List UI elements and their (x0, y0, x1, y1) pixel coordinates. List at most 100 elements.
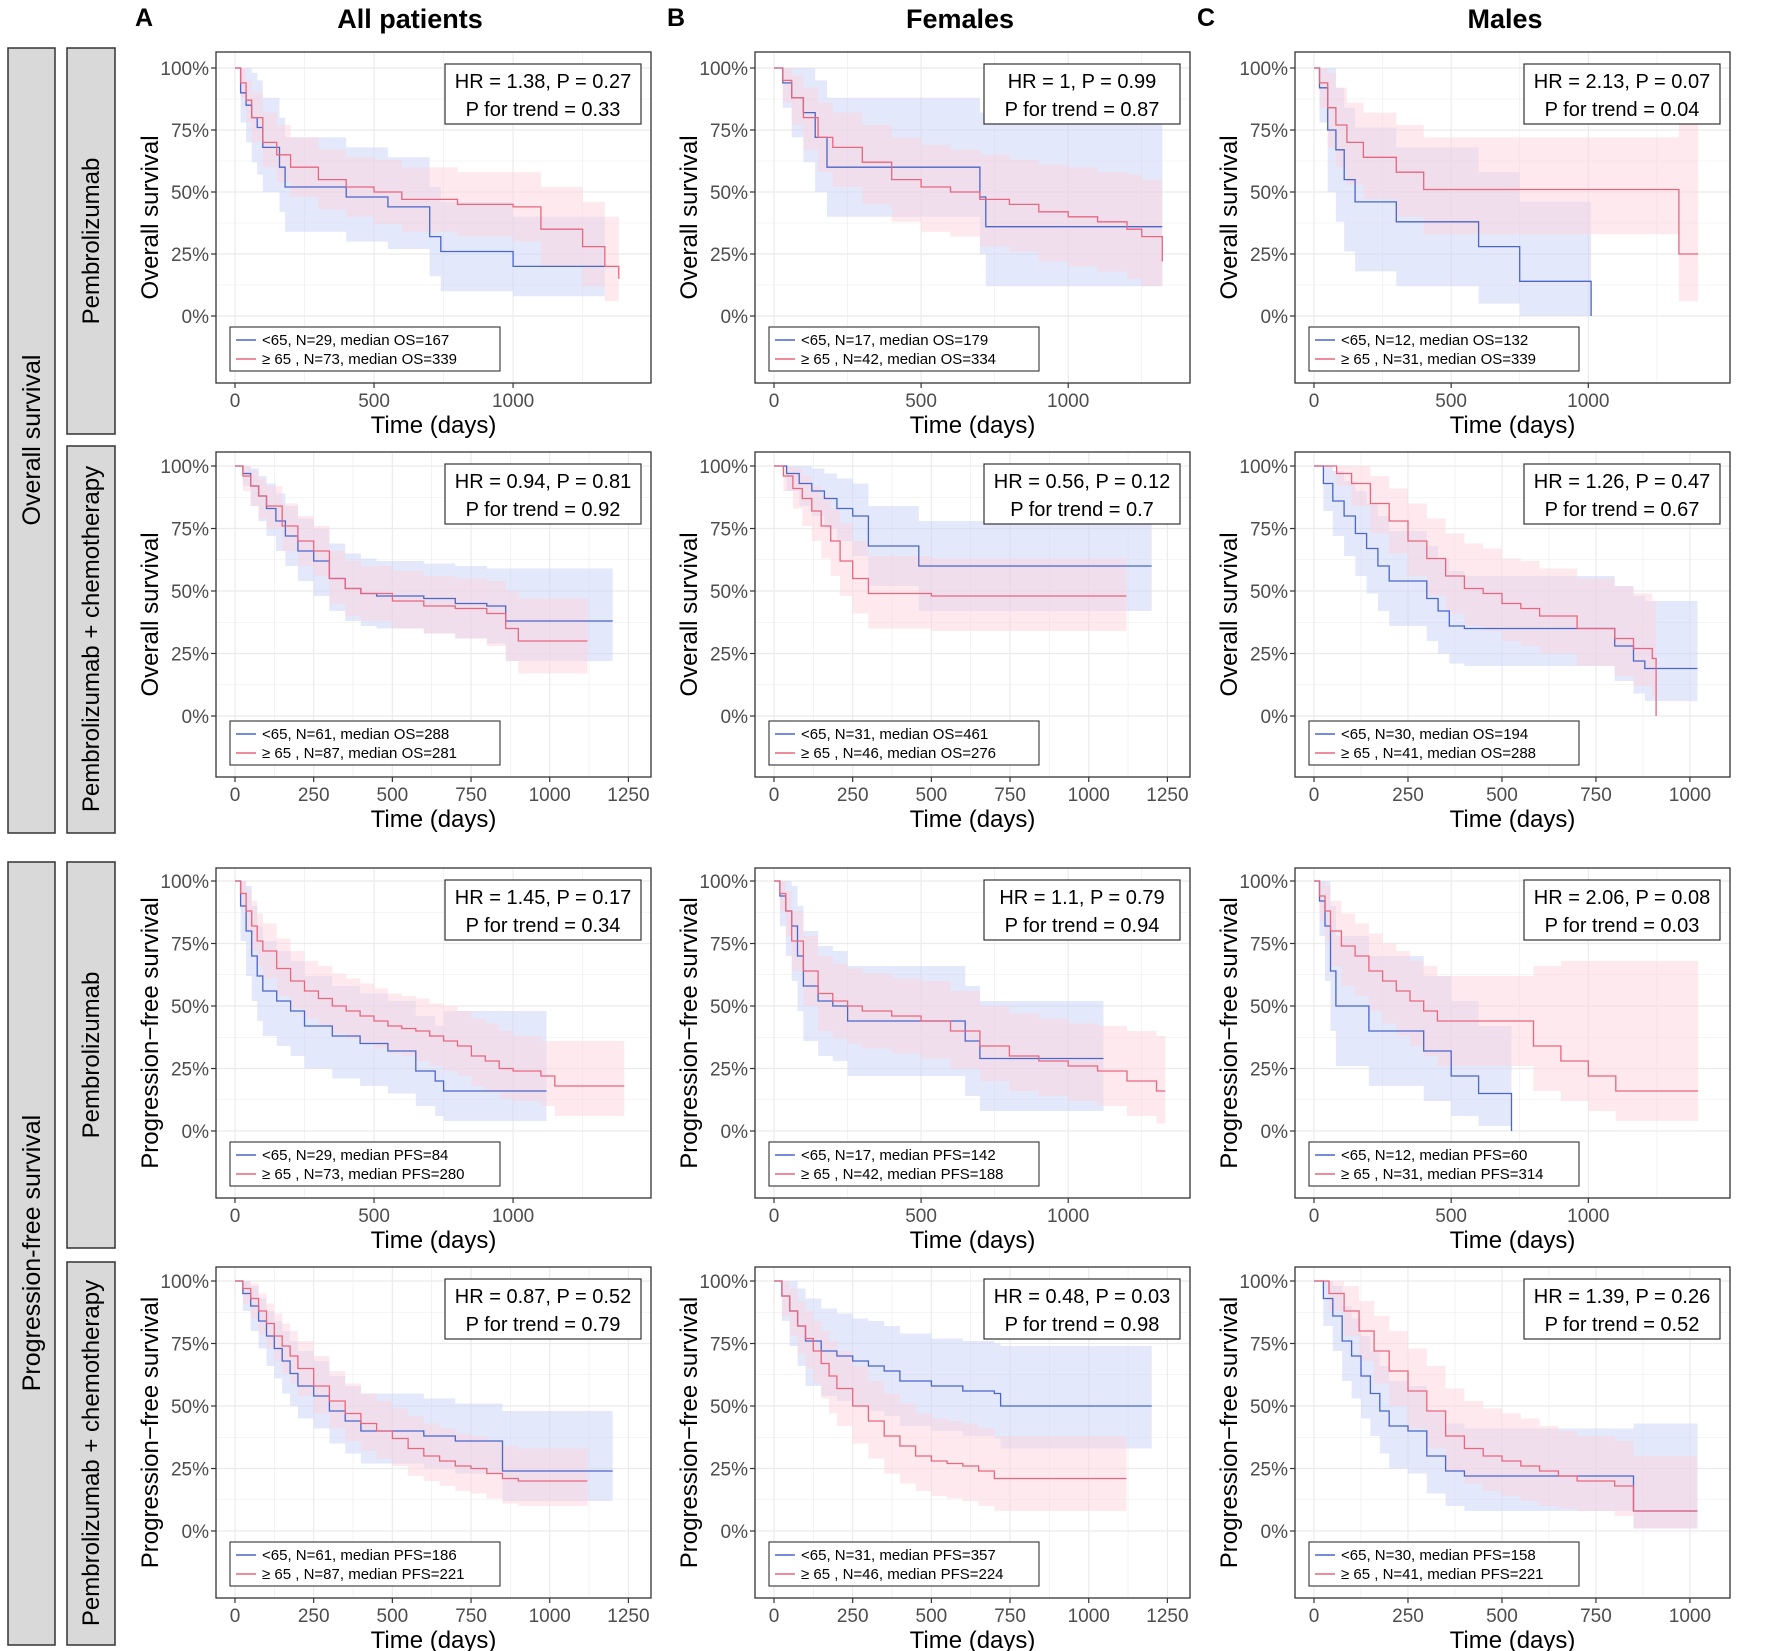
x-axis-title: Time (days) (1450, 806, 1576, 833)
y-axis-title: Progression−free survival (137, 897, 164, 1168)
hr-text: HR = 2.06, P = 0.08 (1534, 887, 1710, 909)
x-tick-label: 750 (1580, 1606, 1612, 1627)
y-tick-label: 25% (1250, 245, 1288, 266)
y-tick-label: 0% (721, 707, 749, 728)
plot-border (215, 1266, 652, 1599)
trend-text: P for trend = 0.34 (466, 915, 621, 937)
x-tick-label: 1000 (1669, 1606, 1711, 1627)
y-tick-label: 50% (710, 1397, 748, 1418)
column-letter-b: B (667, 4, 685, 32)
hr-annotation-box (983, 63, 1181, 125)
strip-treatment-row4-label: Pembrolizumab + chemotherapy (78, 1280, 105, 1626)
legend-box (768, 1141, 1040, 1187)
y-tick-label: 75% (171, 121, 209, 142)
y-axis-title: Overall survival (137, 135, 164, 299)
y-tick-label: 25% (171, 1460, 209, 1481)
y-axis-title: Overall survival (137, 532, 164, 696)
ci-band-65plus (774, 881, 1166, 1124)
y-axis-title: Overall survival (676, 532, 703, 696)
hr-annotation-box (983, 1278, 1181, 1340)
y-tick-label: 0% (1261, 307, 1289, 328)
x-tick-label: 1000 (1047, 391, 1089, 412)
strip-progression-free-survival-label: Progression-free survival (18, 1115, 46, 1392)
strip-progression-free-survival: Progression-free survival (7, 861, 56, 1646)
km-curve-under65 (235, 1280, 613, 1472)
y-tick-label: 75% (171, 520, 209, 541)
x-tick-label: 1000 (529, 1606, 571, 1627)
x-tick-label: 0 (769, 1206, 780, 1227)
y-tick-label: 0% (182, 707, 210, 728)
x-tick-label: 1000 (1068, 785, 1110, 806)
ci-band-65plus (1314, 881, 1699, 1121)
x-tick-label: 1000 (1567, 391, 1609, 412)
ci-band-65plus (1314, 68, 1699, 302)
panel-r2-c1: 0% 25% 50% 75% 100% 0 250 500 750 1000 1250 Time (d… (137, 451, 652, 833)
legend-label-65plus: ≥ 65 , N=41, median OS=288 (1341, 745, 1536, 762)
ci-band-65plus (235, 68, 619, 309)
panel-r2-c2: 0% 25% 50% 75% 100% 0 250 500 750 1000 1250 Time (d… (676, 451, 1191, 833)
x-axis-title: Time (days) (910, 412, 1036, 439)
y-tick-label: 25% (710, 645, 748, 666)
x-axis-title: Time (days) (1450, 412, 1576, 439)
plot-border (754, 51, 1191, 384)
legend-label-under65: <65, N=17, median PFS=142 (801, 1147, 996, 1164)
km-curve-65plus (235, 1280, 588, 1482)
x-tick-label: 500 (916, 785, 948, 806)
y-tick-label: 50% (171, 997, 209, 1018)
trend-text: P for trend = 0.94 (1005, 915, 1160, 937)
strip-treatment-row1-label: Pembrolizumab (78, 158, 105, 325)
x-tick-label: 250 (298, 1606, 330, 1627)
km-curve-65plus (774, 1280, 1127, 1480)
y-axis-title: Progression−free survival (137, 1297, 164, 1568)
y-tick-label: 100% (160, 457, 209, 478)
hr-annotation-box (1523, 879, 1721, 941)
hr-annotation-box (983, 463, 1181, 525)
y-tick-label: 100% (699, 59, 748, 80)
y-tick-label: 100% (1239, 1272, 1288, 1293)
legend-label-under65: <65, N=12, median OS=132 (1341, 332, 1528, 349)
legend-box (768, 720, 1040, 766)
panel-r4-c3: 0% 25% 50% 75% 100% 0 250 500 750 1000 Time (days)… (1216, 1266, 1731, 1651)
x-tick-label: 500 (905, 391, 937, 412)
y-tick-label: 100% (160, 59, 209, 80)
km-curve-65plus (235, 465, 588, 642)
x-axis-title: Time (days) (371, 412, 497, 439)
trend-text: P for trend = 0.92 (466, 499, 621, 521)
strip-treatment-row4: Pembrolizumab + chemotherapy (66, 1261, 116, 1646)
strip-treatment-row2: Pembrolizumab + chemotherapy (66, 445, 116, 834)
y-tick-label: 50% (1250, 183, 1288, 204)
y-tick-label: 0% (182, 1122, 210, 1143)
x-tick-label: 500 (916, 1606, 948, 1627)
y-tick-label: 50% (710, 582, 748, 603)
y-tick-label: 25% (1250, 1460, 1288, 1481)
x-axis-title: Time (days) (1450, 1627, 1576, 1651)
y-tick-label: 0% (721, 1522, 749, 1543)
x-tick-label: 0 (230, 391, 241, 412)
hr-annotation-box (1523, 463, 1721, 525)
km-curve-65plus (1314, 67, 1699, 255)
x-tick-label: 250 (1392, 785, 1424, 806)
y-tick-label: 50% (171, 582, 209, 603)
x-tick-label: 500 (377, 785, 409, 806)
legend-label-under65: <65, N=30, median OS=194 (1341, 726, 1528, 743)
legend-box (1308, 1541, 1580, 1587)
y-tick-label: 50% (171, 1397, 209, 1418)
legend-label-65plus: ≥ 65 , N=31, median PFS=314 (1341, 1166, 1544, 1183)
km-curve-under65 (235, 880, 547, 1092)
plot-border (1294, 1266, 1731, 1599)
legend-label-under65: <65, N=29, median OS=167 (262, 332, 449, 349)
y-tick-label: 0% (182, 1522, 210, 1543)
column-letter-a: A (135, 4, 153, 32)
strip-treatment-row3-label: Pembrolizumab (78, 972, 105, 1139)
y-tick-label: 50% (171, 183, 209, 204)
legend-box (229, 720, 501, 766)
y-tick-label: 25% (171, 245, 209, 266)
ci-band-65plus (235, 1281, 588, 1506)
km-curve-65plus (774, 465, 1127, 597)
y-tick-label: 25% (171, 1060, 209, 1081)
panel-r4-c1: 0% 25% 50% 75% 100% 0 250 500 750 1000 1250 Time (d… (137, 1266, 652, 1651)
y-tick-label: 25% (1250, 645, 1288, 666)
hr-annotation-box (1523, 63, 1721, 125)
